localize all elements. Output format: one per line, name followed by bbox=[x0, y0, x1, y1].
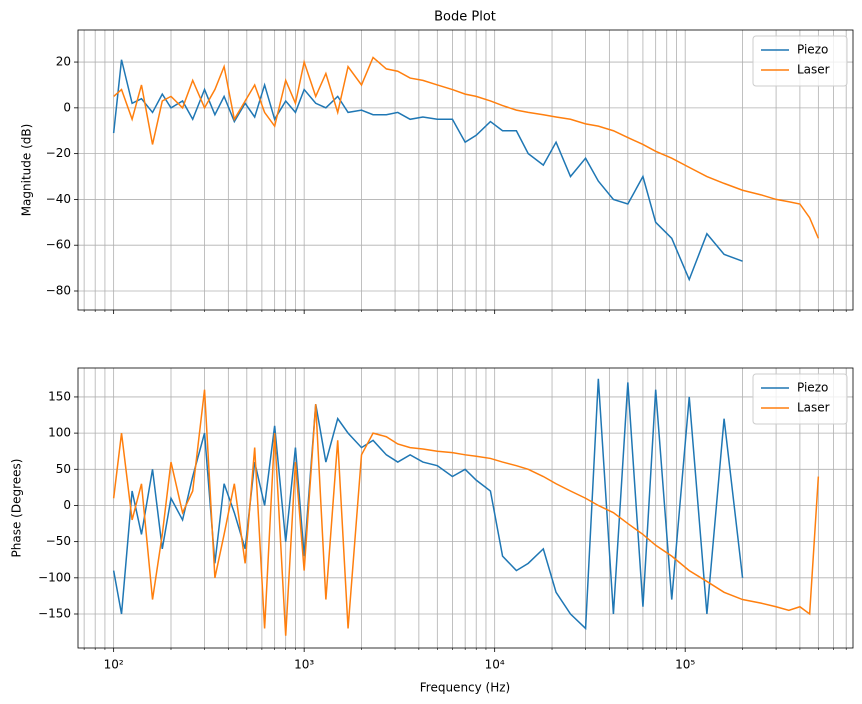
data-line bbox=[112, 378, 744, 631]
legend-box bbox=[752, 35, 848, 87]
axes-frame bbox=[77, 367, 854, 649]
legend-label: Piezo bbox=[797, 381, 828, 395]
y-tick-label: −40 bbox=[46, 192, 71, 206]
y-tick-label: 50 bbox=[56, 462, 71, 476]
x-tick-label: 10⁵ bbox=[675, 658, 695, 672]
legend-label: Piezo bbox=[797, 43, 828, 57]
x-tick-label: 10² bbox=[104, 658, 124, 672]
y-tick-label: −20 bbox=[46, 146, 71, 160]
y-tick-label: 20 bbox=[56, 55, 71, 69]
x-tick-label: 10⁴ bbox=[485, 658, 505, 672]
data-line bbox=[112, 59, 743, 282]
x-tick-label: 10³ bbox=[294, 658, 314, 672]
y-tick-label: −80 bbox=[46, 283, 71, 297]
y-tick-label: 0 bbox=[63, 100, 71, 114]
y-axis-label: Phase (Degrees) bbox=[10, 459, 24, 558]
y-axis-label: Magnitude (dB) bbox=[20, 124, 34, 217]
legend-box bbox=[752, 373, 848, 425]
y-tick-label: −60 bbox=[46, 238, 71, 252]
data-line bbox=[113, 56, 820, 239]
y-tick-label: −150 bbox=[38, 606, 71, 620]
axes-frame bbox=[77, 29, 854, 311]
legend-label: Laser bbox=[797, 401, 830, 415]
chart-title: Bode Plot bbox=[434, 10, 496, 25]
x-axis-label: Frequency (Hz) bbox=[420, 681, 511, 695]
plot-area bbox=[112, 56, 820, 282]
y-tick-label: 100 bbox=[48, 426, 71, 440]
y-tick-label: −50 bbox=[46, 534, 71, 548]
legend-label: Laser bbox=[797, 63, 830, 77]
plot-area bbox=[112, 378, 820, 636]
data-line bbox=[112, 389, 820, 636]
y-tick-label: 0 bbox=[63, 498, 71, 512]
y-tick-label: −100 bbox=[38, 570, 71, 584]
y-tick-label: 150 bbox=[48, 389, 71, 403]
